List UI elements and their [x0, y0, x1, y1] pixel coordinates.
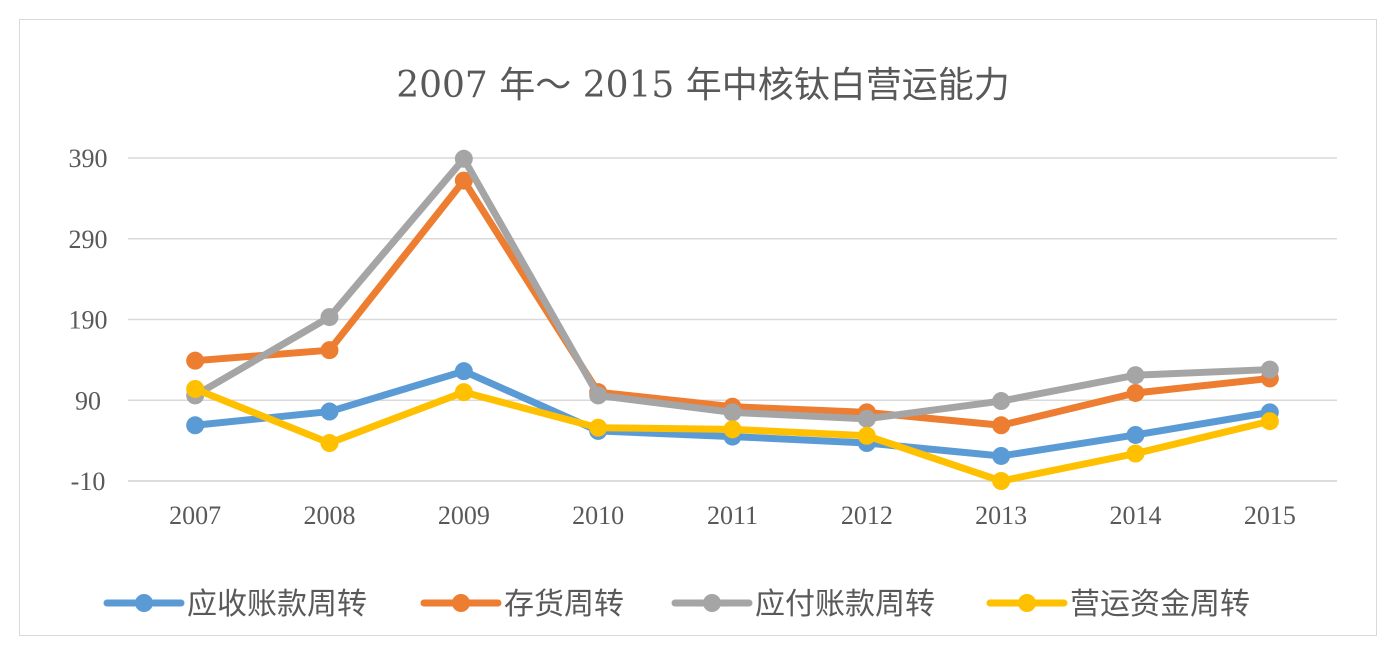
legend-marker: [703, 594, 721, 612]
data-point: [1126, 425, 1145, 444]
data-point: [857, 409, 876, 428]
data-point: [723, 403, 742, 422]
legend-item: 营运资金周转: [986, 587, 1250, 622]
y-tick-label: 290: [69, 225, 108, 254]
x-tick-label: 2014: [1110, 501, 1162, 530]
legend-marker: [452, 594, 470, 612]
legend-item: 应付账款周转: [671, 587, 935, 622]
legend-label: 应收账款周转: [187, 587, 367, 622]
legend-marker: [1018, 594, 1036, 612]
series-3: [186, 149, 1279, 428]
data-point: [857, 426, 876, 445]
data-point: [454, 149, 473, 168]
series-line: [191, 177, 1274, 429]
series-4: [186, 379, 1279, 490]
data-point: [1260, 360, 1279, 379]
data-point: [1126, 444, 1145, 463]
x-tick-label: 2009: [438, 501, 490, 530]
y-tick-label: -10: [71, 467, 106, 496]
data-point: [1260, 412, 1279, 431]
y-tick-label: 190: [69, 306, 108, 335]
x-axis-tick-labels: 2007 2008 2009 2010 2011 2012 2013 2014 2015: [169, 501, 1296, 530]
data-point: [1126, 383, 1145, 402]
x-tick-label: 2015: [1244, 501, 1296, 530]
data-point: [1126, 366, 1145, 385]
legend-item: 应收账款周转: [103, 587, 367, 622]
data-point: [186, 379, 205, 398]
legend-item: 存货周转: [420, 587, 624, 622]
data-point: [186, 351, 205, 370]
data-point: [454, 171, 473, 190]
data-point: [320, 308, 339, 327]
legend-label: 营运资金周转: [1070, 587, 1250, 622]
series-line: [191, 155, 1274, 423]
y-tick-label: 90: [75, 386, 101, 415]
data-point: [589, 418, 608, 437]
data-point: [454, 362, 473, 381]
data-point: [992, 472, 1011, 490]
series-2: [186, 171, 1279, 435]
series-lines: [186, 149, 1279, 490]
data-point: [992, 446, 1011, 465]
chart-frame: [19, 19, 1377, 636]
data-point: [723, 420, 742, 439]
chart-title: 2007 年～ 2015 年中核钛白营运能力: [396, 65, 1010, 106]
data-point: [992, 392, 1011, 411]
x-tick-label: 2012: [841, 501, 893, 530]
data-point: [320, 434, 339, 453]
x-tick-label: 2013: [975, 501, 1027, 530]
data-point: [454, 383, 473, 402]
x-tick-label: 2010: [572, 501, 624, 530]
x-tick-label: 2011: [707, 501, 758, 530]
x-tick-label: 2008: [304, 501, 356, 530]
y-axis-tick-labels: -10 90 190 290 390: [69, 144, 108, 496]
data-point: [992, 416, 1011, 435]
data-point: [186, 416, 205, 435]
data-point: [320, 341, 339, 360]
legend-label: 存货周转: [504, 587, 624, 622]
x-tick-label: 2007: [169, 501, 221, 530]
y-tick-label: 390: [69, 144, 108, 173]
legend-label: 应付账款周转: [755, 587, 935, 622]
data-point: [320, 402, 339, 421]
legend: 应收账款周转 存货周转 应付账款周转 营运资金周转: [103, 587, 1250, 622]
data-point: [589, 386, 608, 405]
legend-marker: [135, 594, 153, 612]
